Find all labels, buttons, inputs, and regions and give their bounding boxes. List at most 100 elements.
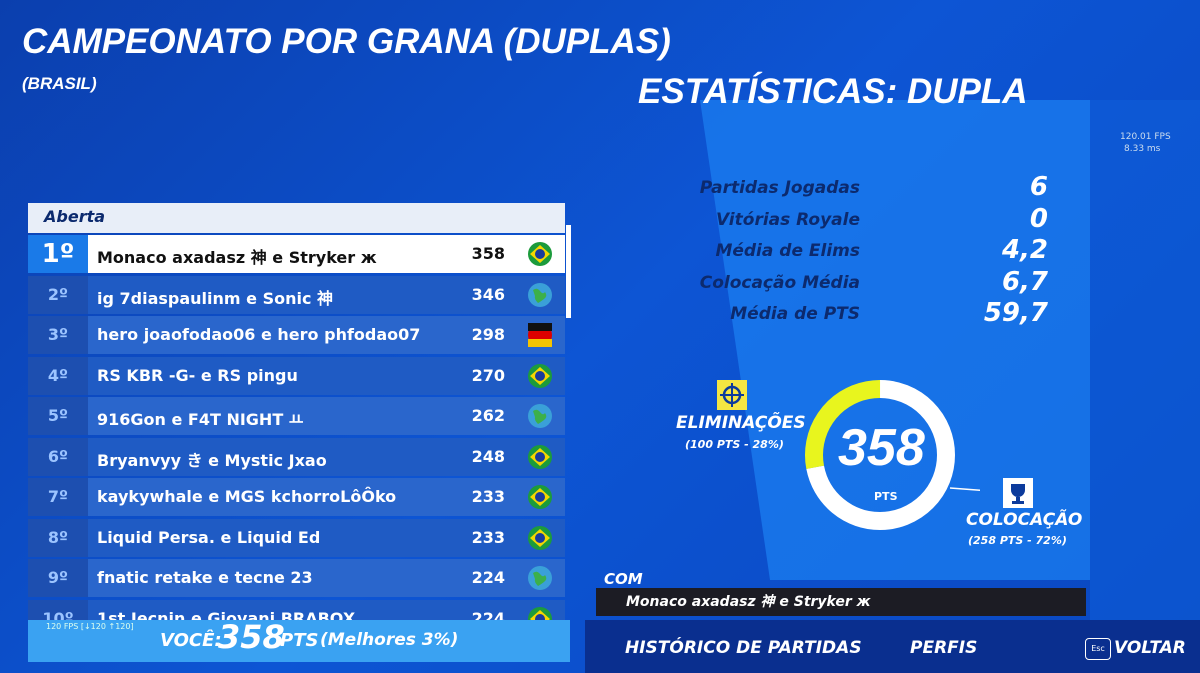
team-points: 358: [471, 244, 505, 263]
team-points: 233: [471, 527, 505, 547]
donut-eliminations: [805, 380, 955, 530]
stat-label: Partidas Jogadas: [699, 178, 860, 198]
elim-detail: (100 PTS - 28%): [685, 438, 784, 451]
row: 8º Liquid Persa. e Liquid Ed 233: [28, 518, 565, 557]
flag: [528, 444, 552, 469]
flag-band: [528, 339, 552, 347]
rank-cell: [28, 356, 88, 395]
fps: 120.01 FPS: [1120, 132, 1171, 142]
flag-band: [528, 323, 552, 331]
row: 7º kaykywhale e MGS kchorroLôÔko 233: [28, 478, 565, 516]
rank: 9º: [47, 568, 69, 587]
stat-value: 0: [1029, 203, 1048, 234]
rank-cell: [28, 599, 88, 620]
place-label: COLOCAÇÃO: [966, 510, 1083, 530]
team-name: 1st Iecnin e Giovani BRABOX: [97, 608, 356, 621]
row: 3º hero joaofodao06 e hero phfodao07 298: [28, 316, 565, 354]
team-points: 224: [471, 568, 505, 587]
stat-value: 59,7: [983, 298, 1048, 328]
ms: 8.33 ms: [1124, 144, 1161, 154]
flag: [528, 606, 552, 620]
row: 2º ig 7diaspaulinm e Sonic 神 346: [28, 275, 565, 314]
flag: [528, 363, 552, 388]
stat-label: Vitórias Royale: [715, 209, 860, 230]
rank: 2º: [47, 284, 69, 304]
rank-cell: [28, 518, 88, 557]
flag-land: [533, 571, 547, 586]
panel-edge: [1090, 100, 1200, 620]
stat-label: Colocação Média: [699, 272, 860, 293]
donut: [805, 380, 980, 530]
flag: [528, 323, 552, 347]
team-name: 916Gon e F4T NIGHT ㅛ: [97, 410, 304, 429]
rank: 5º: [47, 406, 69, 425]
team-name: Bryanvyy き e Mystic Jxao: [97, 450, 327, 470]
flag-globe: [535, 370, 545, 381]
rank: 3º: [47, 325, 69, 344]
team-points: 270: [471, 365, 505, 385]
rank: 8º: [47, 527, 69, 547]
team-name: kaykywhale e MGS kchorroLôÔko: [97, 487, 397, 506]
stat-value: 6: [1029, 172, 1048, 202]
flag-globe: [535, 532, 545, 543]
row: 1º Monaco axadasz 神 e Stryker ж 358: [28, 235, 565, 273]
team-points: 262: [471, 406, 505, 425]
rank: 1º: [41, 239, 75, 269]
team-name: RS KBR -G- e RS pingu: [97, 365, 298, 385]
title: CAMPEONATO POR GRANA (DUPLAS): [22, 22, 671, 61]
team-points: 224: [471, 608, 505, 621]
rank-cell: [28, 235, 88, 273]
rank: 7º: [47, 487, 69, 506]
nav-profiles[interactable]: PERFIS: [910, 638, 978, 658]
flag: [528, 404, 552, 428]
stat-value: 6,7: [1001, 266, 1048, 297]
flag-globe: [535, 613, 545, 620]
stat-label: Média de PTS: [730, 304, 860, 324]
you-label: VOCÊ:: [160, 630, 222, 651]
rank-cell: [28, 437, 88, 476]
place-detail: (258 PTS - 72%): [968, 534, 1067, 547]
team-name: Monaco axadasz 神 e Stryker ж: [97, 248, 377, 267]
nav-bar: [585, 620, 1200, 673]
team-points: 233: [471, 487, 505, 506]
flag-land: [533, 288, 547, 303]
donut-unit: PTS: [874, 490, 898, 503]
you-pts: PTS: [280, 630, 319, 651]
team-points: 298: [471, 325, 505, 344]
team-name: fnatic retake e tecne 23: [97, 568, 313, 587]
nav-back[interactable]: VOLTAR: [1114, 638, 1186, 658]
rank-cell: [28, 316, 88, 354]
you-points: 358: [218, 618, 285, 656]
donut-total: 358: [838, 419, 925, 477]
flag: [528, 282, 552, 307]
rank-cell: [28, 397, 88, 435]
flag: [528, 525, 552, 550]
connector: [949, 487, 980, 492]
rank: 4º: [47, 365, 69, 385]
stat-label: Média de Elims: [715, 241, 860, 261]
flag: [528, 485, 552, 509]
flag-globe: [535, 492, 545, 502]
stats-panel: [700, 100, 1090, 580]
leaderboard: 1º Monaco axadasz 神 e Stryker ж 358 2º ig 7d…: [28, 235, 565, 620]
rank: 10º: [42, 608, 74, 621]
row: 5º 916Gon e F4T NIGHT ㅛ 262: [28, 397, 565, 435]
flag-globe: [535, 451, 545, 462]
row: 6º Bryanvyy き e Mystic Jxao 248: [28, 437, 565, 476]
team-names: Monaco axadasz 神 e Stryker ж: [596, 588, 1086, 616]
row: 9º fnatic retake e tecne 23 224: [28, 559, 565, 597]
flag-globe: [535, 249, 545, 259]
nav-history[interactable]: HISTÓRICO DE PARTIDAS: [625, 638, 862, 658]
tab[interactable]: Aberta: [28, 203, 565, 233]
flag: [528, 566, 552, 590]
esc-key[interactable]: Esc: [1085, 638, 1111, 660]
you-rank: (Melhores 3%): [320, 630, 459, 650]
team-label: COM: [604, 570, 643, 588]
row: 4º RS KBR -G- e RS pingu 270: [28, 356, 565, 395]
flag: [528, 242, 552, 266]
scrollbar: [566, 225, 571, 318]
footer-fps: 120 FPS [↓120 ↑120]: [46, 622, 134, 631]
team-name: hero joaofodao06 e hero phfodao07: [97, 325, 421, 344]
